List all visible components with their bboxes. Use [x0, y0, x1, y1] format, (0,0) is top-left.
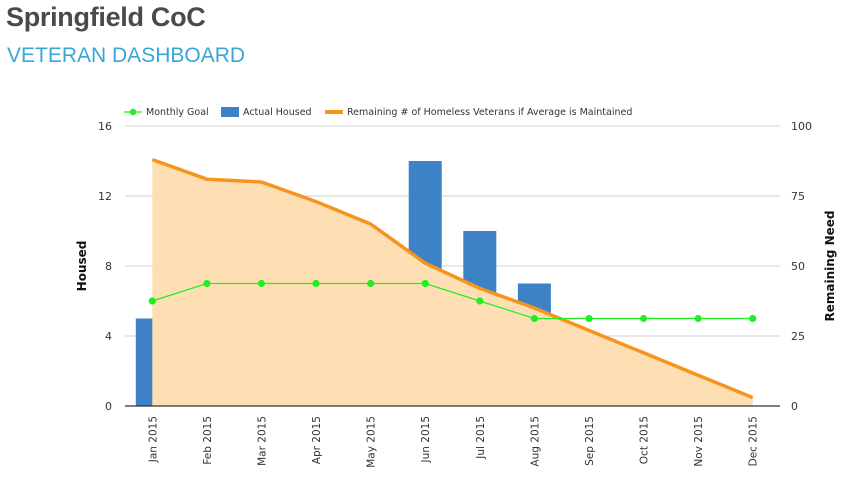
remaining-legend-swatch [325, 110, 343, 114]
monthly-goal-point[interactable] [203, 279, 211, 288]
remaining-line [151, 157, 754, 400]
x-tick-label: Jun 2015 [420, 416, 432, 463]
x-tick-label: Oct 2015 [639, 416, 651, 464]
legend-label-actual-housed: Actual Housed [243, 107, 312, 118]
monthly-goal-point[interactable] [148, 297, 156, 305]
y-axis-left-title: Housed [75, 241, 89, 292]
y-right-tick-label: 50 [791, 260, 805, 273]
legend-item-monthly-goal[interactable]: Monthly Goal [124, 107, 209, 118]
y-axis-left-ticks: 0 4 8 12 16 [98, 120, 112, 413]
x-tick-label: Dec 2015 [748, 416, 760, 466]
monthly-goal-point[interactable] [530, 314, 538, 323]
y-left-tick-label: 12 [98, 190, 112, 203]
monthly-goal-point[interactable] [749, 314, 757, 323]
x-tick-label: Mar 2015 [256, 416, 268, 466]
x-tick-label: Apr 2015 [311, 416, 323, 464]
x-tick-label: Jan 2015 [147, 416, 159, 463]
monthly-goal-point[interactable] [367, 279, 375, 288]
monthly-goal-point[interactable] [694, 314, 702, 323]
x-tick-label: Jul 2015 [475, 416, 487, 460]
monthly-goal-point[interactable] [639, 314, 648, 323]
y-left-tick-label: 0 [105, 400, 112, 413]
y-right-tick-label: 0 [791, 400, 798, 413]
y-left-tick-label: 16 [98, 120, 112, 133]
monthly-goal-point[interactable] [476, 297, 484, 305]
y-right-tick-label: 25 [791, 330, 805, 343]
monthly-goal-legend-marker [129, 108, 137, 116]
y-right-tick-label: 100 [791, 120, 812, 133]
x-tick-label: Nov 2015 [693, 416, 705, 467]
monthly-goal-point[interactable] [312, 279, 320, 288]
actual-housed-legend-swatch [221, 107, 239, 117]
y-left-tick-label: 8 [105, 260, 112, 273]
legend-label-monthly-goal: Monthly Goal [146, 107, 209, 118]
page-subtitle: VETERAN DASHBOARD [7, 44, 246, 67]
monthly-goal-series [148, 279, 757, 323]
y-axis-right-title: Remaining Need [823, 211, 837, 322]
monthly-goal-point[interactable] [257, 279, 266, 288]
legend-item-actual-housed[interactable]: Actual Housed [221, 107, 312, 118]
x-tick-label: Sep 2015 [584, 416, 596, 466]
monthly-goal-line [152, 282, 753, 320]
x-tick-label: Aug 2015 [529, 416, 541, 467]
legend-label-remaining: Remaining # of Homeless Veterans if Aver… [347, 107, 632, 118]
page-title: Springfield CoC [6, 2, 206, 32]
remaining-area-series [151, 157, 754, 406]
legend-item-remaining[interactable]: Remaining # of Homeless Veterans if Aver… [325, 107, 632, 118]
monthly-goal-point[interactable] [421, 279, 429, 288]
y-left-tick-label: 4 [105, 330, 112, 343]
y-axis-right-ticks: 0 25 50 75 100 [791, 120, 812, 413]
remaining-area-fill [152, 159, 753, 406]
x-tick-label: Feb 2015 [202, 416, 214, 465]
y-right-tick-label: 75 [791, 190, 805, 203]
x-tick-label: May 2015 [366, 416, 378, 468]
x-axis-ticks: Jan 2015 Feb 2015 Mar 2015 Apr 2015 May 2015… [147, 416, 759, 468]
monthly-goal-point[interactable] [585, 314, 593, 323]
legend[interactable]: Monthly Goal Actual Housed Remaining # o… [124, 107, 632, 118]
